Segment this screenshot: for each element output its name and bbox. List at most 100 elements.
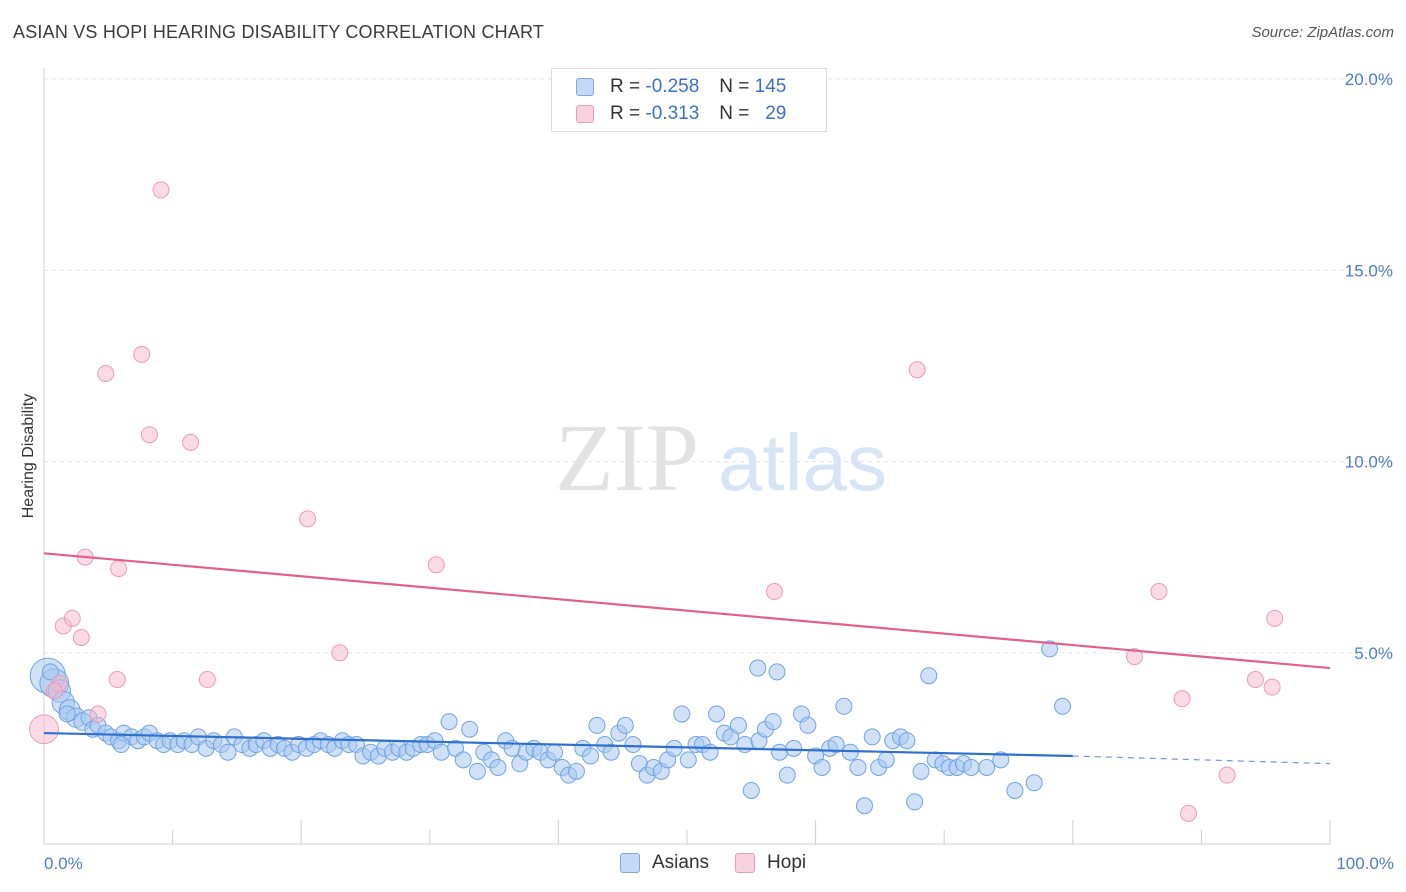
asians-point xyxy=(1054,697,1072,715)
watermark-atlas: atlas xyxy=(718,418,887,507)
asians-point xyxy=(912,762,930,780)
legend-r-value: -0.313 xyxy=(645,103,700,124)
asians-point xyxy=(1041,640,1059,658)
hopi-point xyxy=(198,671,216,689)
asians-point xyxy=(673,705,691,723)
asians-point xyxy=(898,732,916,750)
asians-point xyxy=(602,743,620,761)
asians-point xyxy=(813,759,831,776)
legend-label-hopi: Hopi xyxy=(767,852,807,873)
legend-label-asians: Asians xyxy=(652,852,710,873)
legend-row-hopi: R = -0.313 N = 29 xyxy=(576,102,786,126)
legend-swatch-hopi xyxy=(735,853,756,873)
hopi-point xyxy=(427,556,445,574)
legend-n-value: 29 xyxy=(765,103,787,124)
asians-point xyxy=(440,713,458,731)
asians-point xyxy=(432,743,450,761)
series-legend: Asians Hopi xyxy=(620,852,832,874)
grid-lines xyxy=(44,78,1394,654)
asians-point xyxy=(582,747,600,765)
hopi-point xyxy=(133,345,151,363)
asians-point xyxy=(219,743,237,761)
hopi-point xyxy=(1263,678,1281,696)
watermark-zip: ZIP xyxy=(555,404,699,511)
y-tick-label: 5.0% xyxy=(1354,644,1393,663)
x-tick-label-max: 100.0% xyxy=(1336,854,1394,873)
hopi-point xyxy=(299,510,317,528)
asians-point xyxy=(771,743,789,761)
legend-r-value: -0.258 xyxy=(645,76,700,97)
asians-point xyxy=(461,720,479,738)
asians-point xyxy=(835,697,853,715)
asians-point xyxy=(962,759,980,776)
hopi-point xyxy=(1150,583,1168,601)
legend-row-asians: R = -0.258 N = 145 xyxy=(576,75,786,99)
y-tick-label: 10.0% xyxy=(1345,453,1393,472)
hopi-point xyxy=(1246,671,1264,689)
asians-point xyxy=(764,713,782,731)
chart-title: ASIAN VS HOPI HEARING DISABILITY CORRELA… xyxy=(13,22,545,42)
asians-point xyxy=(768,663,786,681)
legend-n-label: N = xyxy=(719,103,750,124)
correlation-legend: R = -0.258 N = 145 R = -0.313 N = 29 xyxy=(551,68,827,132)
hopi-point xyxy=(97,365,115,383)
hopi-point xyxy=(1266,609,1284,627)
asians-point xyxy=(849,759,867,776)
asians-point xyxy=(112,736,130,754)
legend-swatch-hopi xyxy=(576,105,594,123)
asians-point xyxy=(736,736,754,754)
asians-point xyxy=(877,751,895,769)
hopi-point xyxy=(1173,690,1191,708)
asians-point xyxy=(863,728,881,746)
y-tick-labels: 5.0% 10.0% 15.0% 20.0% xyxy=(1345,70,1393,663)
asians-point xyxy=(546,743,564,761)
legend-swatch-asians xyxy=(576,78,594,96)
asians-point xyxy=(729,716,747,734)
x-tick-label-min: 0.0% xyxy=(44,854,83,873)
asians-point xyxy=(567,762,585,780)
hopi-point xyxy=(108,671,126,689)
hopi-point xyxy=(331,644,349,662)
hopi-point xyxy=(89,705,107,723)
asians-point xyxy=(978,759,996,776)
trend-line-hopi xyxy=(43,552,1331,670)
y-axis-label: Hearing Disability xyxy=(20,394,37,519)
legend-n-value: 145 xyxy=(754,76,787,97)
axes xyxy=(43,68,1331,845)
hopi-point xyxy=(1126,648,1144,666)
asians-point xyxy=(1006,781,1024,799)
asians-point xyxy=(701,743,719,761)
asians-point xyxy=(454,751,472,769)
asians-point xyxy=(855,797,873,815)
y-tick-label: 20.0% xyxy=(1345,70,1393,89)
asians-point xyxy=(708,705,726,723)
asians-point xyxy=(785,739,803,757)
trend-lines xyxy=(43,552,1331,765)
asians-point xyxy=(679,751,697,769)
asians-point xyxy=(58,705,76,723)
asians-point xyxy=(588,716,606,734)
asians-point xyxy=(468,762,486,780)
hopi-point xyxy=(29,714,59,745)
legend-item-asians: Asians xyxy=(620,852,709,874)
hopi-point xyxy=(110,560,128,578)
hopi-point xyxy=(72,628,90,646)
hopi-point xyxy=(140,426,158,444)
source-label: Source: ZipAtlas.com xyxy=(1251,24,1394,41)
hopi-point xyxy=(1180,804,1198,822)
hopi-point xyxy=(765,583,783,601)
asians-point xyxy=(827,736,845,754)
asians-point xyxy=(624,736,642,754)
hopi-point xyxy=(63,609,81,627)
asians-point xyxy=(489,759,507,776)
hopi-point xyxy=(182,433,200,451)
y-tick-label: 15.0% xyxy=(1345,261,1393,280)
asians-point xyxy=(749,659,767,677)
asians-point xyxy=(616,716,634,734)
hopi-point xyxy=(45,682,63,700)
legend-swatch-asians xyxy=(620,853,640,873)
trend-line-asians-extension xyxy=(1072,755,1331,765)
trend-line-asians xyxy=(43,731,1073,758)
legend-r-label: R = xyxy=(610,76,641,97)
